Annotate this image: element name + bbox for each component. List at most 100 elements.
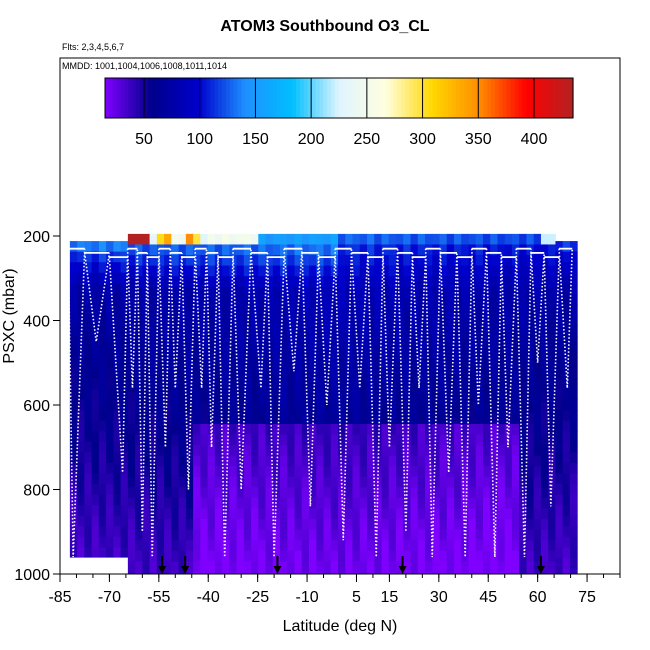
colorbar-segment: [163, 78, 168, 118]
heatmap-cell: [497, 276, 506, 288]
heatmap-cell: [91, 251, 100, 263]
heatmap-cell: [374, 233, 383, 245]
heatmap-cell: [367, 561, 375, 573]
heatmap-cell: [272, 508, 281, 520]
heatmap-cell: [410, 540, 419, 552]
heatmap-cell: [243, 445, 252, 457]
heatmap-cell: [461, 360, 469, 372]
heatmap-cell: [207, 413, 216, 425]
heatmap-cell: [475, 497, 484, 510]
heatmap-cell: [193, 561, 201, 573]
heatmap-cell: [258, 550, 267, 562]
heatmap-cell: [526, 571, 535, 574]
chart-title: ATOM3 Southbound O3_CL: [220, 18, 430, 35]
heatmap-cell: [526, 529, 535, 541]
heatmap-cell: [294, 561, 303, 573]
heatmap-cell: [352, 497, 361, 510]
heatmap-cell: [113, 547, 122, 558]
heatmap-cell: [149, 244, 158, 256]
heatmap-cell: [352, 244, 361, 256]
heatmap-cell: [171, 328, 180, 341]
heatmap-cell: [258, 413, 267, 425]
heatmap-cell: [156, 233, 165, 245]
heatmap-cell: [511, 381, 520, 393]
flight-profile: [126, 248, 139, 389]
heatmap-cell: [171, 529, 180, 541]
heatmap-cell: [555, 399, 564, 411]
heatmap-cell: [424, 550, 433, 562]
heatmap-cell: [236, 571, 245, 574]
heatmap-cell: [287, 233, 296, 245]
heatmap-cell: [359, 466, 368, 478]
heatmap-cell: [251, 276, 259, 288]
heatmap-cell: [359, 350, 368, 362]
heatmap-cell: [345, 413, 354, 425]
heatmap-cell: [229, 519, 238, 531]
heatmap-cell: [77, 462, 85, 474]
heatmap-cell: [214, 233, 223, 245]
heatmap-cell: [519, 402, 527, 414]
heatmap-cell: [345, 244, 354, 256]
heatmap-cell: [381, 233, 390, 245]
colorbar-segment: [401, 78, 406, 118]
heatmap-cell: [388, 276, 397, 288]
heatmap-cell: [432, 360, 440, 372]
heatmap-cell: [526, 466, 535, 478]
heatmap-cell: [461, 371, 469, 383]
heatmap-cell: [294, 307, 303, 319]
heatmap-cell: [77, 441, 85, 453]
heatmap-cell: [417, 328, 426, 341]
heatmap-cell: [214, 350, 223, 362]
heatmap-cell: [526, 487, 535, 499]
heatmap-cell: [214, 529, 223, 541]
heatmap-cell: [280, 455, 288, 467]
heatmap-cell: [548, 561, 556, 573]
heatmap-cell: [113, 346, 122, 358]
heatmap-cell: [258, 265, 267, 277]
heatmap-cell: [323, 529, 332, 541]
colorbar-segment: [245, 78, 250, 118]
heatmap-cell: [98, 357, 107, 369]
heatmap-cell: [396, 466, 404, 478]
heatmap-cell: [91, 515, 100, 527]
heatmap-cell: [91, 283, 100, 295]
heatmap-cell: [243, 424, 252, 436]
heatmap-cell: [417, 550, 426, 562]
heatmap-cell: [432, 276, 440, 288]
heatmap-cell: [309, 350, 317, 362]
heatmap-cell: [287, 392, 296, 404]
heatmap-cell: [178, 540, 187, 552]
heatmap-cell: [301, 561, 310, 573]
heatmap-cell: [432, 328, 440, 341]
heatmap-cell: [323, 360, 332, 372]
heatmap-cell: [533, 413, 542, 425]
colorbar-tick-label: 150: [242, 131, 269, 148]
heatmap-cell: [294, 286, 303, 298]
heatmap-cell: [265, 392, 274, 404]
heatmap-cell: [359, 360, 368, 372]
heatmap-cell: [338, 466, 346, 478]
heatmap-cell: [548, 519, 556, 531]
colorbar-segment: [475, 78, 480, 118]
heatmap-cell: [482, 476, 491, 488]
heatmap-cell: [280, 540, 288, 552]
heatmap-cell: [98, 515, 107, 527]
heatmap-cell: [84, 505, 93, 517]
heatmap-cell: [301, 466, 310, 478]
heatmap-cell: [461, 339, 469, 351]
heatmap-cell: [171, 476, 180, 488]
heatmap-cell: [287, 360, 296, 372]
colorbar-segment: [448, 78, 453, 118]
heatmap-cell: [526, 455, 535, 467]
heatmap-cell: [461, 561, 469, 573]
heatmap-cell: [84, 346, 93, 358]
heatmap-cell: [453, 561, 462, 573]
heatmap-cell: [258, 339, 267, 351]
heatmap-cell: [338, 392, 346, 404]
heatmap-cell: [490, 244, 498, 256]
heatmap-cell: [142, 476, 151, 488]
heatmap-cell: [519, 445, 527, 457]
heatmap-cell: [417, 402, 426, 414]
heatmap-cell: [135, 571, 143, 574]
heatmap-cell: [482, 550, 491, 562]
